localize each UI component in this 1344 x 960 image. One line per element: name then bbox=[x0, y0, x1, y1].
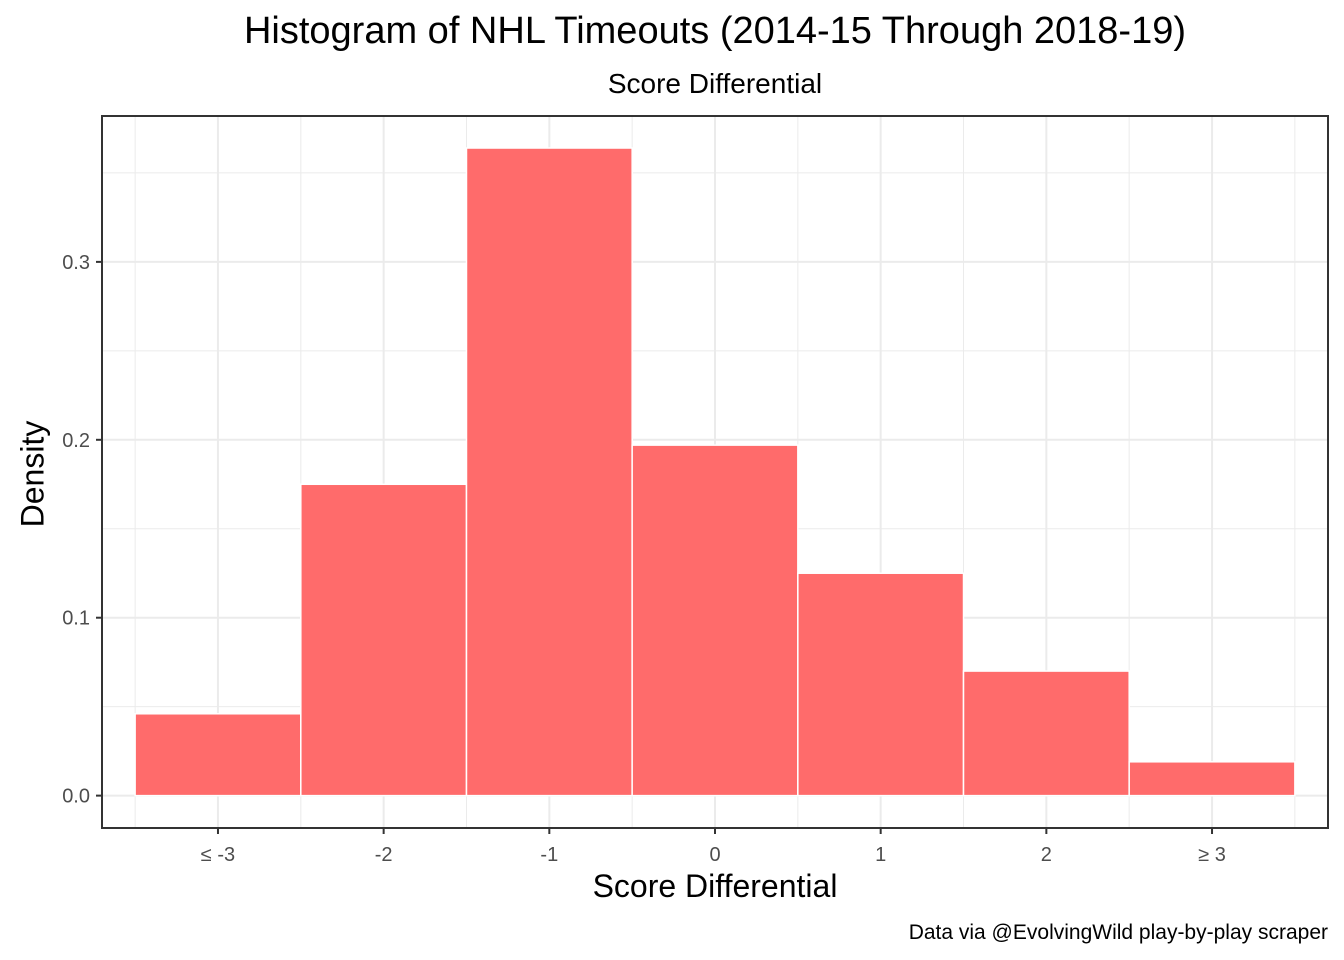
chart-subtitle: Score Differential bbox=[607, 68, 823, 99]
x-tick-label: ≤ -3 bbox=[201, 844, 235, 866]
histogram-bar bbox=[465, 147, 633, 797]
histogram-bar bbox=[797, 572, 965, 797]
y-tick-label: 0.1 bbox=[62, 608, 90, 630]
x-tick-label: -1 bbox=[540, 844, 558, 866]
histogram-bar bbox=[962, 670, 1130, 797]
x-tick-label: -2 bbox=[375, 844, 393, 866]
histogram-bar bbox=[300, 483, 468, 797]
y-tick-label: 0.3 bbox=[62, 252, 90, 274]
x-tick-label: ≥ 3 bbox=[1198, 844, 1226, 866]
x-axis-label: Score Differential bbox=[592, 868, 838, 904]
x-tick-label: 1 bbox=[875, 844, 886, 866]
histogram-bar bbox=[134, 713, 302, 797]
histogram-bar bbox=[1128, 761, 1296, 797]
x-tick-label: 2 bbox=[1041, 844, 1052, 866]
chart-title: Histogram of NHL Timeouts (2014-15 Throu… bbox=[243, 10, 1187, 52]
y-tick-label: 0.0 bbox=[62, 786, 90, 808]
chart-caption: Data via @EvolvingWild play-by-play scra… bbox=[908, 921, 1328, 944]
y-tick-label: 0.2 bbox=[62, 430, 90, 452]
histogram-bar bbox=[631, 444, 799, 797]
x-tick-label: 0 bbox=[709, 844, 720, 866]
